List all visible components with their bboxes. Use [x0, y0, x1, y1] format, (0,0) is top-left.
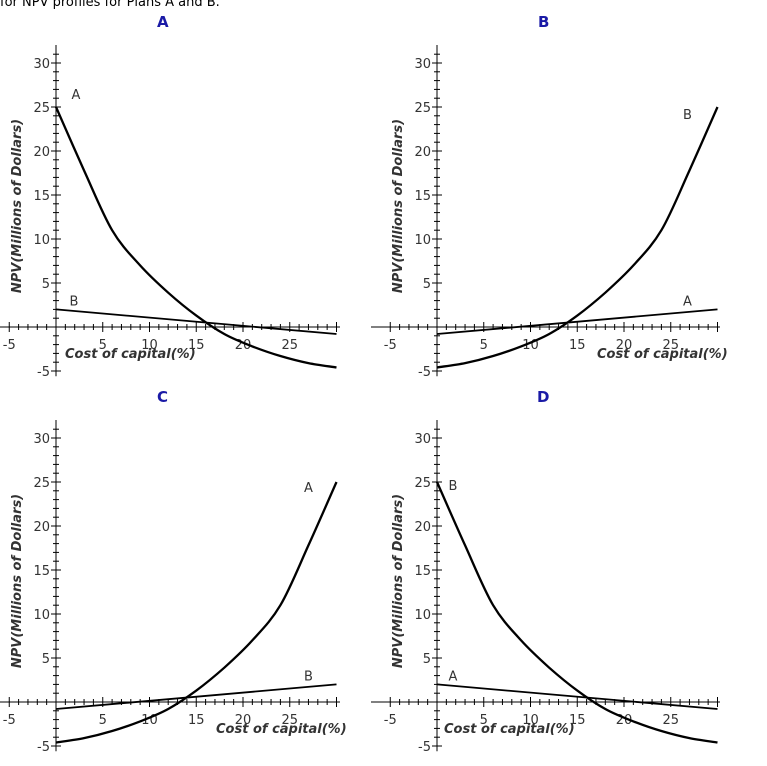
x-tick-label: 15 [188, 338, 205, 353]
x-tick-label: 5 [99, 338, 107, 353]
x-tick-label: 15 [569, 713, 586, 728]
y-tick-label: -5 [418, 365, 431, 380]
y-tick-label: 15 [414, 564, 431, 579]
y-axis-label: NPV(Millions of Dollars) [10, 119, 25, 293]
series-label-b: B [683, 108, 692, 123]
y-tick-label: 25 [33, 476, 50, 491]
y-tick-label: 30 [33, 432, 50, 447]
x-tick-label: 15 [569, 338, 586, 353]
series-line-b [55, 308, 337, 335]
series-line-b [436, 106, 719, 369]
y-tick-label: 10 [414, 233, 431, 248]
series-line-b [435, 481, 718, 744]
series-line-a [436, 683, 718, 710]
series-label-a: A [304, 481, 313, 496]
x-tick-label: 20 [235, 713, 252, 728]
y-tick-label: 15 [33, 189, 50, 204]
y-tick-label: 20 [414, 145, 431, 160]
x-tick-label: 5 [480, 338, 488, 353]
series-label-b: B [304, 669, 313, 684]
y-tick-label: 5 [423, 652, 431, 667]
x-tick-label: 10 [522, 713, 539, 728]
question-text: for NPV profiles for Plans A and B. [0, 0, 220, 10]
x-tick-label: 5 [99, 713, 107, 728]
y-tick-label: 30 [33, 57, 50, 72]
x-tick-label: 5 [480, 713, 488, 728]
y-tick-label: 15 [414, 189, 431, 204]
y-tick-label: 5 [42, 652, 50, 667]
series-label-a: A [449, 669, 458, 684]
y-tick-label: 30 [414, 432, 431, 447]
y-tick-label: -5 [418, 740, 431, 755]
option-label-d: D [537, 388, 550, 406]
y-tick-label: -5 [37, 365, 50, 380]
y-tick-label: 10 [33, 233, 50, 248]
x-tick-label: 25 [281, 338, 298, 353]
series-label-b: B [70, 294, 79, 309]
series-line-b [55, 683, 337, 710]
y-axis-label: NPV(Millions of Dollars) [10, 494, 25, 668]
x-tick-label: -5 [384, 713, 397, 728]
y-axis-label: NPV(Millions of Dollars) [391, 494, 406, 668]
option-label-c: C [157, 388, 169, 406]
x-tick-label: 25 [662, 713, 679, 728]
y-tick-label: 20 [33, 145, 50, 160]
x-axis-label: Cost of capital(%) [65, 347, 196, 362]
series-label-a: A [683, 294, 692, 309]
series-label-b: B [449, 479, 458, 494]
y-tick-label: 15 [33, 564, 50, 579]
y-tick-label: 20 [414, 520, 431, 535]
y-tick-label: 5 [42, 277, 50, 292]
x-tick-label: 20 [616, 338, 633, 353]
y-tick-label: 10 [414, 608, 431, 623]
x-tick-label: 15 [188, 713, 205, 728]
x-tick-label: -5 [3, 713, 16, 728]
y-tick-label: 10 [33, 608, 50, 623]
series-label-a: A [72, 88, 81, 103]
y-tick-label: 25 [33, 101, 50, 116]
y-tick-label: 5 [423, 277, 431, 292]
y-tick-label: 20 [33, 520, 50, 535]
x-tick-label: 10 [141, 338, 158, 353]
y-tick-label: -5 [37, 740, 50, 755]
y-tick-label: 30 [414, 57, 431, 72]
option-label-b: B [538, 13, 550, 31]
series-line-a [436, 308, 718, 335]
x-axis-label: Cost of capital(%) [216, 722, 347, 737]
x-tick-label: 25 [281, 713, 298, 728]
x-tick-label: 25 [662, 338, 679, 353]
series-line-a [54, 106, 337, 369]
y-axis-label: NPV(Millions of Dollars) [391, 119, 406, 293]
y-tick-label: 25 [414, 476, 431, 491]
x-tick-label: -5 [3, 338, 16, 353]
x-tick-label: -5 [384, 338, 397, 353]
series-line-a [55, 481, 338, 744]
x-axis-label: Cost of capital(%) [444, 722, 575, 737]
x-axis-label: Cost of capital(%) [597, 347, 728, 362]
option-label-a: A [157, 13, 169, 31]
y-tick-label: 25 [414, 101, 431, 116]
